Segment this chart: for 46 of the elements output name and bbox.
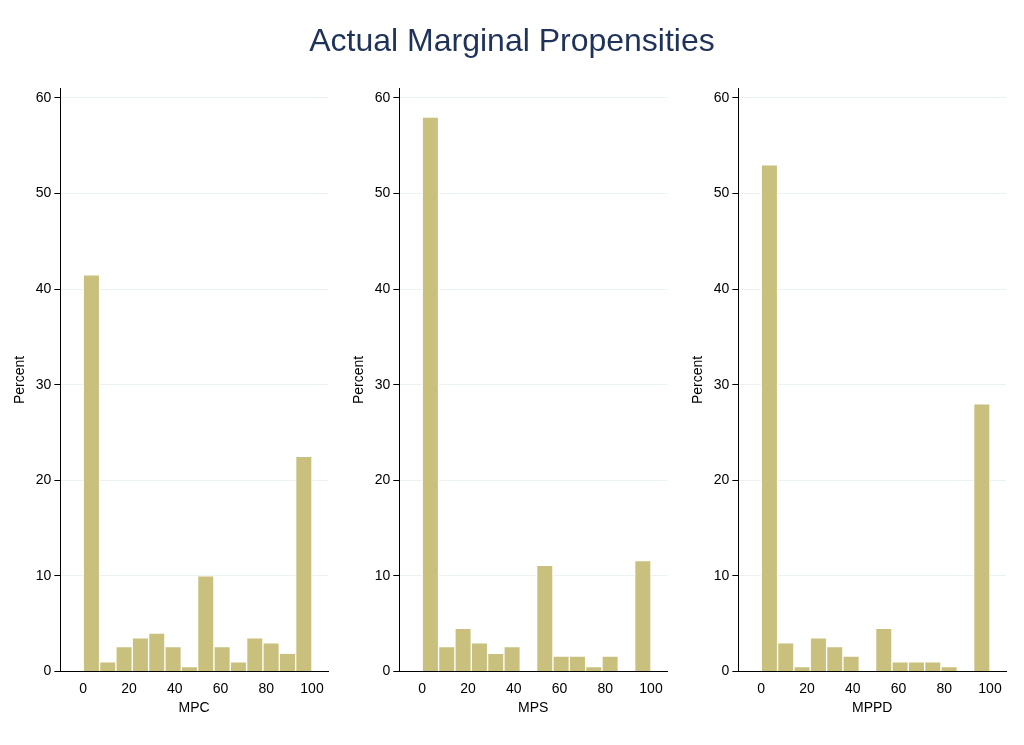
y-tick-label: 40 xyxy=(713,279,730,296)
y-tick-label: 10 xyxy=(374,566,391,583)
y-tick-label: 10 xyxy=(35,566,52,583)
y-tick-label: 60 xyxy=(374,88,391,105)
y-axis-title: Percent xyxy=(350,355,367,405)
y-tick-label: 20 xyxy=(35,471,52,488)
x-tick-label: 60 xyxy=(551,679,568,696)
y-tick-label: 10 xyxy=(713,566,730,583)
x-tick-label: 60 xyxy=(890,679,907,696)
y-tick-label: 30 xyxy=(35,375,52,392)
y-tick-label: 50 xyxy=(374,184,391,201)
y-tick-label: 50 xyxy=(713,184,730,201)
y-tick-label: 0 xyxy=(382,662,391,679)
x-tick-label: 40 xyxy=(844,679,861,696)
x-tick-label: 0 xyxy=(418,679,427,696)
y-tick-label: 30 xyxy=(713,375,730,392)
y-axis-title: Percent xyxy=(11,355,28,405)
x-tick-label: 100 xyxy=(639,679,663,696)
x-axis-title: MPPD xyxy=(851,699,893,716)
x-tick-label: 100 xyxy=(300,679,324,696)
x-tick-label: 20 xyxy=(799,679,815,696)
x-tick-label: 0 xyxy=(757,679,766,696)
y-tick-label: 40 xyxy=(35,279,52,296)
x-axis-title: MPC xyxy=(178,699,210,716)
x-tick-label: 20 xyxy=(460,679,476,696)
y-tick-label: 30 xyxy=(374,375,391,392)
x-axis-title: MPS xyxy=(518,699,549,716)
x-tick-label: 0 xyxy=(79,679,88,696)
x-tick-label: 100 xyxy=(978,679,1002,696)
x-tick-label: 60 xyxy=(212,679,229,696)
y-tick-label: 0 xyxy=(721,662,730,679)
x-tick-label: 40 xyxy=(166,679,183,696)
y-tick-label: 20 xyxy=(374,471,391,488)
y-tick-label: 40 xyxy=(374,279,391,296)
y-tick-label: 0 xyxy=(43,662,52,679)
y-tick-label: 20 xyxy=(713,471,730,488)
y-axis-title: Percent xyxy=(689,355,706,405)
x-tick-label: 40 xyxy=(505,679,522,696)
y-tick-label: 50 xyxy=(35,184,52,201)
y-tick-label: 60 xyxy=(35,88,52,105)
x-tick-label: 20 xyxy=(121,679,137,696)
x-tick-label: 80 xyxy=(597,679,614,696)
y-tick-label: 60 xyxy=(713,88,730,105)
text: Actual Marginal Propensities xyxy=(309,22,715,58)
x-tick-label: 80 xyxy=(936,679,953,696)
x-tick-label: 80 xyxy=(258,679,275,696)
